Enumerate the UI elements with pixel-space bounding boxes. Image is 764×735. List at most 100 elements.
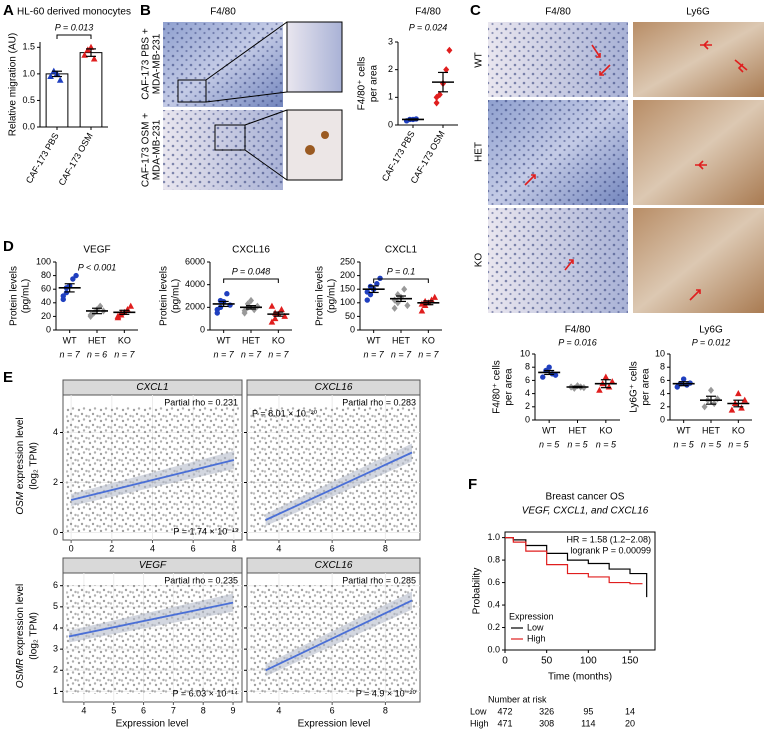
data-point: [374, 281, 380, 287]
y-axis-label: F4/80⁺ cells: [492, 360, 503, 414]
y-tick-label: 10: [655, 348, 665, 358]
panel-letter: A: [3, 2, 14, 19]
inset-box: [177, 79, 207, 103]
y-tick-label: 6: [525, 375, 530, 385]
data-point: [602, 373, 610, 380]
data-point: [552, 372, 559, 378]
chart-title: CXCL1: [385, 245, 418, 256]
x-tick-label: WT: [63, 335, 77, 345]
data-point: [248, 296, 254, 305]
y-axis-label: per area: [641, 368, 652, 406]
hr-annotation: HR = 1.58 (1.2−2.08): [566, 534, 651, 544]
x-tick-label: 4: [81, 705, 86, 715]
data-point: [114, 312, 122, 319]
survival-curve: [505, 537, 643, 585]
bar: [45, 73, 69, 128]
x-tick-label: WT: [542, 425, 556, 435]
y-tick-label: 6: [660, 375, 665, 385]
micrograph-group: [488, 22, 764, 313]
image-title: F4/80: [210, 7, 236, 18]
data-point: [418, 307, 426, 314]
y-axis-label: (pg/mL): [21, 279, 32, 313]
y-tick-label: 100: [340, 297, 355, 307]
data-point: [728, 406, 736, 413]
facet-title: VEGF: [139, 560, 167, 571]
data-point: [364, 297, 370, 303]
gene-name: OSMR: [15, 658, 26, 688]
data-point: [127, 302, 135, 309]
inset: [286, 109, 343, 181]
y-tick-label: 2000: [185, 302, 205, 312]
stained-cell: [321, 131, 329, 139]
data-point: [401, 285, 408, 293]
label-text: expression level: [15, 584, 26, 658]
row-label: HET: [474, 142, 485, 162]
y-tick-label: 1: [388, 92, 393, 102]
facet-title: CXCL16: [315, 560, 353, 571]
micrograph-texture: [488, 100, 628, 205]
x-tick-label: 6: [191, 543, 196, 553]
p-annotation: P = 8.01 × 10⁻²⁰: [252, 408, 318, 418]
data-point: [244, 300, 251, 308]
x-tick-label: WT: [367, 335, 381, 345]
data-point: [540, 374, 546, 380]
gene-name: OSM: [15, 491, 26, 514]
y-tick-label: 10: [520, 348, 530, 358]
x-tick-label: HET: [392, 335, 411, 345]
x-tick-label: CAF-173 OSM: [57, 131, 95, 187]
y-tick-label: 8: [525, 362, 530, 372]
micrograph: [633, 208, 764, 313]
risk-count: 471: [497, 718, 512, 728]
data-point: [268, 302, 276, 309]
y-tick-label: 2: [53, 477, 58, 487]
risk-count: 326: [539, 706, 554, 716]
y-tick-label: 4: [525, 388, 530, 398]
data-point: [680, 376, 687, 382]
p-annotation: P = 6.03 × 10⁻¹⁴: [173, 688, 239, 698]
data-point: [608, 378, 616, 385]
arrow: [591, 44, 601, 58]
y-tick-label: 4: [53, 622, 58, 632]
data-point: [364, 289, 370, 295]
row-label: KO: [474, 253, 485, 268]
y-tick-label: 150: [340, 284, 355, 294]
x-axis-label: Expression level: [116, 719, 189, 730]
y-tick-label: 1: [53, 686, 58, 696]
y-axis-label: Protein levels: [315, 266, 326, 326]
y-axis-label: per area: [504, 368, 515, 406]
facet-title: CXCL16: [315, 382, 353, 393]
data-point: [63, 289, 70, 296]
x-tick-label: WT: [217, 335, 231, 345]
y-axis-unit: (log₂ TPM): [29, 442, 40, 490]
significance-bracket: [223, 278, 279, 283]
data-point: [738, 404, 745, 411]
y-tick-label: 0.0: [22, 121, 35, 131]
panel-letter: E: [3, 369, 13, 386]
p-annotation: P = 1.74 × 10⁻¹³: [173, 526, 238, 536]
n-label: n = 5: [539, 439, 560, 449]
y-tick-label: 0: [200, 324, 205, 334]
x-tick-label: KO: [118, 335, 131, 345]
data-point: [377, 275, 383, 282]
x-tick-label: 4: [150, 543, 155, 553]
data-point: [433, 93, 440, 101]
panel-letter: F: [468, 476, 477, 493]
chart-title: VEGF: [83, 245, 110, 256]
trend-line: [265, 599, 413, 672]
n-label: n = 7: [418, 349, 439, 359]
arrow: [524, 174, 536, 186]
risk-count: 14: [625, 706, 635, 716]
chart-title: F4/80: [415, 7, 441, 18]
y-tick-label: 0: [525, 414, 530, 424]
y-tick-label: 0.0: [487, 644, 500, 654]
n-label: n = 5: [567, 439, 588, 449]
n-label: n = 5: [728, 439, 749, 449]
data-point: [436, 90, 443, 99]
x-tick-label: KO: [732, 425, 745, 435]
y-axis-label: Ly6G⁺ cells: [629, 361, 640, 413]
x-tick-label: 4: [276, 705, 281, 715]
data-point: [271, 315, 279, 322]
y-axis-label: (pg/mL): [171, 279, 182, 313]
y-tick-label: 8: [660, 362, 665, 372]
